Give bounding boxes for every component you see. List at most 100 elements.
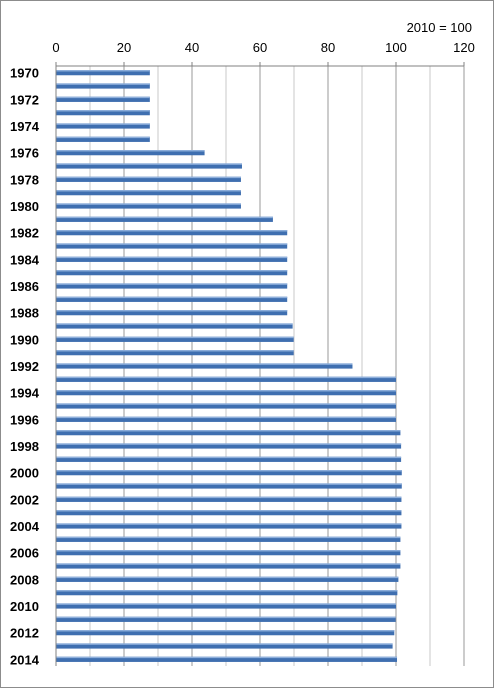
y-category-label: 2012 <box>10 626 39 641</box>
bar-highlight <box>56 323 293 325</box>
x-tick-label: 40 <box>185 40 199 55</box>
bar-2008 <box>56 576 399 582</box>
bar-highlight <box>56 136 150 139</box>
y-category-label: 1982 <box>10 226 39 241</box>
bar-highlight <box>56 96 150 99</box>
bar-1984 <box>56 256 288 262</box>
bar-2010 <box>56 603 396 609</box>
bar-2004 <box>56 523 402 529</box>
bar-highlight <box>56 590 398 592</box>
bar-highlight <box>56 150 205 152</box>
bar-highlight <box>56 550 401 552</box>
bar-2005 <box>56 536 401 542</box>
bar-highlight <box>56 510 402 512</box>
bar-highlight <box>56 270 288 272</box>
bar-highlight <box>56 416 396 419</box>
x-tick-label: 100 <box>385 40 407 55</box>
bar-1987 <box>56 296 288 302</box>
bar-highlight <box>56 496 402 499</box>
y-category-label: 1988 <box>10 306 39 321</box>
bar-highlight <box>56 70 150 72</box>
bar-1999 <box>56 456 402 462</box>
bar-2001 <box>56 483 402 489</box>
bar-1986 <box>56 283 288 289</box>
bar-2014 <box>56 656 398 662</box>
bar-highlight <box>56 350 294 352</box>
bar-highlight <box>56 283 288 285</box>
bar-highlight <box>56 216 273 219</box>
y-category-label: 2000 <box>10 466 39 481</box>
bar-highlight <box>56 656 398 659</box>
bar-2012 <box>56 630 395 636</box>
bar-highlight <box>56 523 402 525</box>
x-tick-label: 80 <box>321 40 335 55</box>
bar-1973 <box>56 110 150 116</box>
bar-1971 <box>56 83 150 89</box>
bar-1988 <box>56 310 288 316</box>
bar-1992 <box>56 363 353 369</box>
bar-highlight <box>56 563 401 565</box>
y-category-label: 1998 <box>10 439 39 454</box>
bar-1976 <box>56 150 205 156</box>
y-category-label: 1996 <box>10 412 39 427</box>
y-axis-labels: 1970 1972 1974 1976 1978 1980 1982 1984 1986 1988… <box>10 66 40 668</box>
bar-highlight <box>56 470 402 472</box>
bar-1985 <box>56 270 288 276</box>
bar-1991 <box>56 350 294 356</box>
x-axis-ticks: 0 20 40 60 80 100 120 <box>52 40 475 66</box>
bar-highlight <box>56 310 288 312</box>
bar-highlight <box>56 163 242 165</box>
bar-1989 <box>56 323 293 329</box>
bar-highlight <box>56 336 294 339</box>
y-category-label: 1972 <box>10 92 39 107</box>
bar-highlight <box>56 83 150 85</box>
x-tick-label: 0 <box>52 40 59 55</box>
bar-highlight <box>56 123 150 125</box>
bar-1998 <box>56 443 402 449</box>
bar-1980 <box>56 203 241 209</box>
bar-highlight <box>56 456 402 459</box>
bar-2011 <box>56 616 396 622</box>
y-category-label: 1974 <box>10 119 40 134</box>
y-category-label: 1970 <box>10 66 39 81</box>
y-category-label: 1992 <box>10 359 39 374</box>
bar-highlight <box>56 430 401 432</box>
y-category-label: 1976 <box>10 146 39 161</box>
y-category-label: 1978 <box>10 172 39 187</box>
bar-highlight <box>56 190 241 192</box>
bar-highlight <box>56 603 396 605</box>
bar-highlight <box>56 376 396 379</box>
bar-1995 <box>56 403 396 409</box>
bar-highlight <box>56 536 401 539</box>
y-category-label: 1994 <box>10 386 40 401</box>
bar-highlight <box>56 616 396 619</box>
bar-2006 <box>56 550 401 556</box>
bar-1978 <box>56 176 241 182</box>
x-tick-label: 20 <box>117 40 131 55</box>
x-tick-label: 60 <box>253 40 267 55</box>
bars <box>56 70 402 662</box>
bar-1996 <box>56 416 396 422</box>
y-category-label: 1990 <box>10 332 39 347</box>
bar-highlight <box>56 576 399 579</box>
bar-2002 <box>56 496 402 502</box>
bar-2000 <box>56 470 402 476</box>
bar-1972 <box>56 96 150 102</box>
bar-highlight <box>56 176 241 179</box>
bar-1970 <box>56 70 150 76</box>
bar-2013 <box>56 643 393 649</box>
y-category-label: 2008 <box>10 572 39 587</box>
bar-highlight <box>56 363 353 365</box>
bar-1979 <box>56 190 241 196</box>
bar-1981 <box>56 216 273 222</box>
bar-1994 <box>56 390 396 396</box>
y-category-label: 2014 <box>10 652 40 667</box>
y-category-label: 2004 <box>10 519 40 534</box>
bar-highlight <box>56 203 241 205</box>
y-category-label: 1980 <box>10 199 39 214</box>
bar-highlight <box>56 296 288 299</box>
bar-highlight <box>56 230 288 232</box>
bar-highlight <box>56 630 395 632</box>
index-base-note: 2010 = 100 <box>407 20 472 35</box>
